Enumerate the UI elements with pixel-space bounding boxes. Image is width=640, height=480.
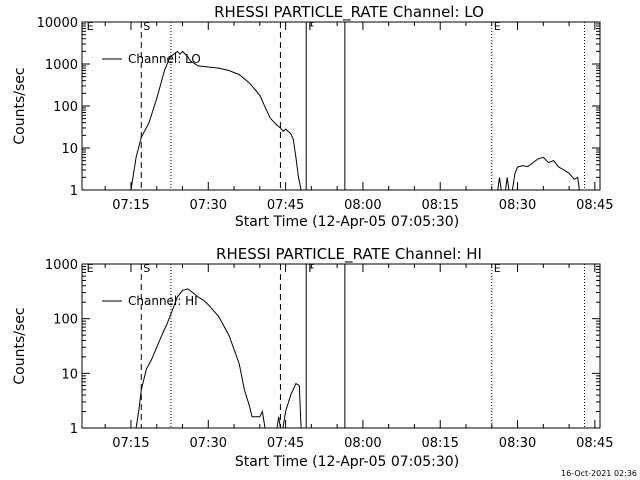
event-marker-label: S — [143, 20, 150, 33]
x-tick-label: 08:45 — [576, 198, 613, 213]
y-tick-label: 10 — [61, 142, 78, 157]
y-tick-label: 100 — [53, 100, 78, 115]
y-tick-label: 10 — [61, 367, 78, 382]
footer-timestamp: 16-Oct-2021 02:36 — [561, 469, 637, 478]
x-tick-label: 08:45 — [576, 436, 613, 451]
y-tick-label: 10000 — [37, 16, 78, 31]
chart-panel-1: RHESSI PARTICLE_RATE Channel: LO E S F E 1 10 1… — [12, 3, 614, 230]
legend-label: Channel: HI — [128, 294, 198, 308]
x-tick-label: 08:15 — [421, 436, 458, 451]
x-tick-label: 07:45 — [267, 198, 304, 213]
plot-frame — [81, 263, 601, 429]
event-marker-label: E — [494, 262, 501, 275]
y-axis-label: Counts/sec — [12, 307, 28, 384]
data-series-line — [282, 382, 302, 428]
x-tick-label: 07:30 — [190, 198, 227, 213]
event-marker-label: F — [308, 20, 314, 33]
chart-title: RHESSI PARTICLE_RATE Channel: LO — [214, 3, 484, 22]
data-series-line — [276, 416, 281, 428]
data-series-line — [511, 156, 580, 190]
y-tick-label: 1000 — [45, 258, 78, 273]
x-tick-label: 08:00 — [344, 198, 381, 213]
x-tick-label: 08:00 — [344, 436, 381, 451]
chart-title: RHESSI PARTICLE_RATE Channel: HI — [216, 245, 482, 264]
x-tick-label: 07:15 — [112, 436, 149, 451]
x-tick-label: 07:45 — [267, 436, 304, 451]
x-axis-label: Start Time (12-Apr-05 07:05:30) — [235, 454, 459, 470]
x-axis-label: Start Time (12-Apr-05 07:05:30) — [235, 214, 459, 230]
legend-label: Channel: LO — [128, 52, 201, 66]
x-tick-label: 08:30 — [499, 436, 536, 451]
y-tick-label: 1 — [70, 184, 78, 199]
x-tick-label: 08:15 — [421, 198, 458, 213]
chart-panel-2: RHESSI PARTICLE_RATE Channel: HI E S F E 1 10 1… — [12, 245, 614, 470]
event-marker-label: E — [87, 262, 94, 275]
data-series-line — [497, 177, 502, 190]
y-tick-label: 1 — [70, 422, 78, 437]
y-tick-label: 100 — [53, 313, 78, 328]
data-series-line — [130, 50, 302, 190]
event-marker-label: E — [87, 20, 94, 33]
chart-panels: RHESSI PARTICLE_RATE Channel: LO E S F E 1 10 1… — [12, 3, 614, 470]
event-marker-label: E — [494, 20, 501, 33]
data-series-line — [135, 288, 266, 428]
event-marker-label: S — [143, 262, 150, 275]
x-tick-label: 07:15 — [112, 198, 149, 213]
data-series-line — [505, 177, 510, 190]
event-marker-label: F — [308, 262, 314, 275]
y-tick-label: 1000 — [45, 58, 78, 73]
y-axis-label: Counts/sec — [12, 67, 28, 144]
x-tick-label: 07:30 — [190, 436, 227, 451]
x-tick-label: 08:30 — [499, 198, 536, 213]
